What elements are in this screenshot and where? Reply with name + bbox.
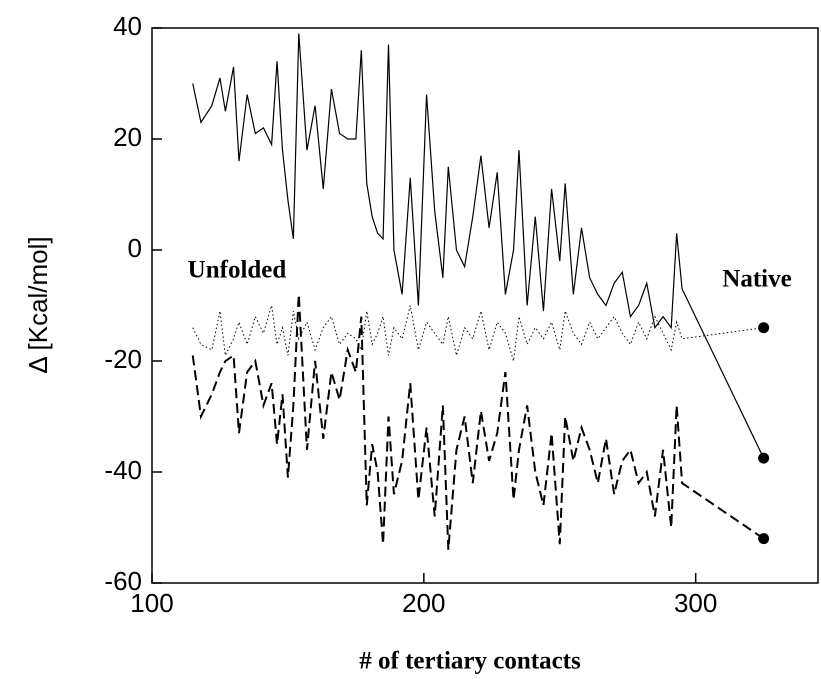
y-tick-label: -40 xyxy=(104,455,142,485)
plot-frame xyxy=(151,27,819,584)
x-axis-label: # of tertiary contacts xyxy=(359,648,581,675)
annotation-unfolded: Unfolded xyxy=(188,257,287,284)
annotation-native: Native xyxy=(722,266,791,293)
y-tick-label: -60 xyxy=(104,566,142,596)
y-tick-label: -20 xyxy=(104,344,142,374)
series-line xyxy=(192,33,765,459)
series-line xyxy=(192,305,764,362)
x-tick-label: 300 xyxy=(674,588,717,618)
y-axis-label: Δ [Kcal/mol] xyxy=(23,236,53,373)
y-tick-label: 0 xyxy=(128,233,142,263)
series-line xyxy=(191,294,765,550)
y-tick-label: 40 xyxy=(113,11,142,41)
x-tick-label: 100 xyxy=(130,588,173,618)
x-tick-label: 200 xyxy=(402,588,445,618)
native-marker xyxy=(758,322,770,334)
native-marker xyxy=(758,452,770,464)
native-marker xyxy=(758,533,770,545)
y-tick-label: 20 xyxy=(113,122,142,152)
